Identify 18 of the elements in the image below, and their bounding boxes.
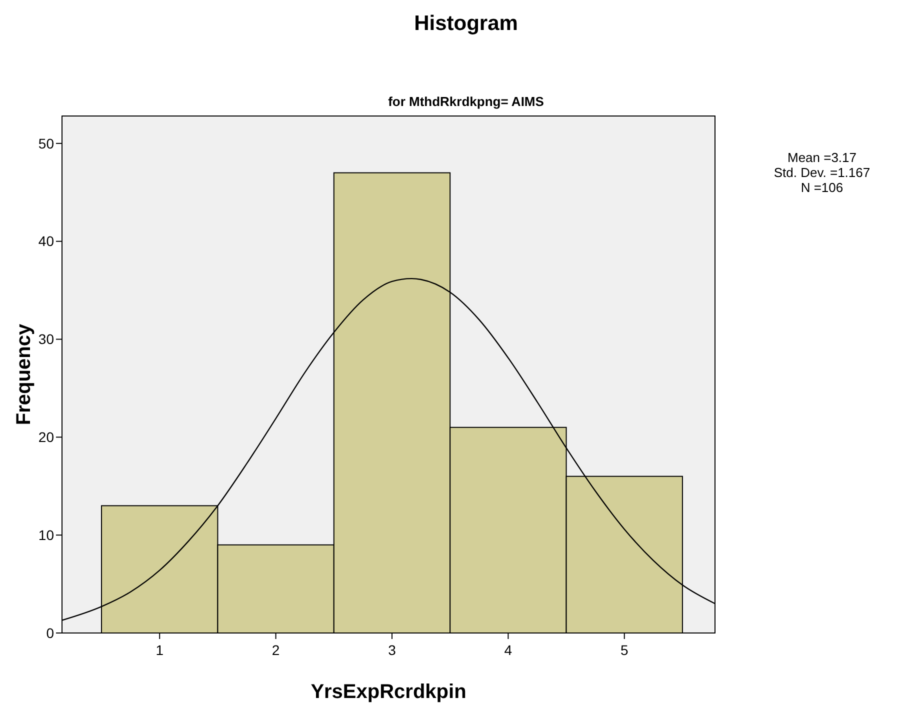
y-tick-label: 40 — [38, 233, 54, 250]
y-tick-label: 10 — [38, 526, 54, 543]
x-tick-label: 1 — [156, 642, 164, 658]
x-tick-label: 4 — [504, 642, 512, 658]
x-tick-label: 5 — [620, 642, 628, 658]
y-tick-label: 20 — [38, 429, 54, 446]
y-axis-title: Frequency — [13, 323, 35, 426]
x-axis-title: YrsExpRcrdkpin — [310, 681, 466, 703]
chart-subtitle: for MthdRkrdkpng= AIMS — [388, 94, 544, 109]
y-tick-label: 30 — [38, 331, 54, 348]
text: N =106 — [800, 180, 844, 195]
x-tick-label: 3 — [388, 642, 396, 658]
y-tick-label: 0 — [46, 624, 54, 641]
text: Mean =3.17 — [787, 150, 857, 165]
chart-title: Histogram — [414, 12, 518, 35]
text: Std. Dev. =1.167 — [774, 165, 870, 180]
x-tick-label: 2 — [272, 642, 280, 658]
y-tick-label: 50 — [38, 135, 54, 152]
